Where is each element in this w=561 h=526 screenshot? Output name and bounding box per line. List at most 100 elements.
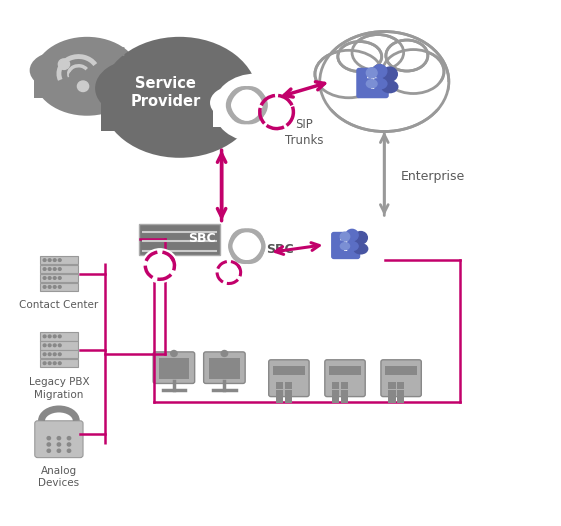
Circle shape bbox=[48, 268, 51, 270]
Ellipse shape bbox=[254, 86, 294, 116]
Ellipse shape bbox=[181, 47, 232, 85]
Ellipse shape bbox=[213, 74, 297, 142]
Ellipse shape bbox=[177, 58, 252, 112]
Ellipse shape bbox=[339, 242, 350, 250]
Ellipse shape bbox=[234, 76, 268, 100]
Circle shape bbox=[53, 259, 56, 261]
FancyBboxPatch shape bbox=[329, 366, 361, 375]
Circle shape bbox=[354, 231, 367, 244]
Bar bbox=[208, 247, 286, 265]
Bar bbox=[320, 82, 449, 109]
Circle shape bbox=[53, 335, 56, 338]
Circle shape bbox=[43, 286, 46, 288]
Ellipse shape bbox=[352, 35, 404, 70]
Text: SBC: SBC bbox=[188, 232, 215, 245]
FancyBboxPatch shape bbox=[341, 382, 348, 389]
Ellipse shape bbox=[88, 44, 123, 68]
Circle shape bbox=[58, 335, 61, 338]
Circle shape bbox=[43, 353, 46, 356]
Circle shape bbox=[58, 286, 61, 288]
Ellipse shape bbox=[123, 49, 176, 85]
Ellipse shape bbox=[34, 37, 140, 116]
Circle shape bbox=[47, 443, 50, 446]
Text: PSTN: PSTN bbox=[94, 46, 127, 59]
Ellipse shape bbox=[315, 50, 383, 98]
Circle shape bbox=[48, 286, 51, 288]
Circle shape bbox=[48, 362, 51, 365]
Circle shape bbox=[58, 59, 70, 69]
Circle shape bbox=[43, 259, 46, 261]
Ellipse shape bbox=[383, 49, 444, 94]
FancyBboxPatch shape bbox=[40, 359, 78, 367]
Text: Contact Center: Contact Center bbox=[19, 300, 99, 310]
Circle shape bbox=[382, 67, 397, 81]
Ellipse shape bbox=[366, 79, 378, 88]
Text: Analog
Devices: Analog Devices bbox=[38, 466, 80, 488]
Bar bbox=[101, 97, 258, 130]
Circle shape bbox=[373, 65, 387, 78]
FancyBboxPatch shape bbox=[285, 397, 292, 403]
Ellipse shape bbox=[205, 227, 246, 257]
FancyBboxPatch shape bbox=[385, 366, 417, 375]
Text: SBC: SBC bbox=[266, 243, 294, 256]
Bar bbox=[34, 76, 140, 98]
Ellipse shape bbox=[246, 227, 283, 255]
Ellipse shape bbox=[256, 79, 284, 100]
Ellipse shape bbox=[208, 216, 286, 279]
Ellipse shape bbox=[95, 59, 178, 117]
Circle shape bbox=[346, 229, 358, 241]
FancyBboxPatch shape bbox=[285, 390, 292, 396]
Circle shape bbox=[43, 335, 46, 338]
Circle shape bbox=[47, 449, 50, 452]
FancyBboxPatch shape bbox=[388, 382, 396, 389]
FancyBboxPatch shape bbox=[40, 283, 78, 291]
Ellipse shape bbox=[353, 243, 369, 255]
Circle shape bbox=[47, 437, 50, 440]
Bar bbox=[213, 108, 297, 127]
Ellipse shape bbox=[225, 80, 254, 101]
Circle shape bbox=[340, 232, 350, 241]
Circle shape bbox=[43, 277, 46, 279]
Ellipse shape bbox=[386, 40, 428, 71]
Circle shape bbox=[67, 437, 71, 440]
Ellipse shape bbox=[30, 52, 86, 89]
Ellipse shape bbox=[372, 78, 388, 89]
Ellipse shape bbox=[227, 218, 259, 240]
Circle shape bbox=[48, 277, 51, 279]
Circle shape bbox=[53, 277, 56, 279]
Circle shape bbox=[366, 68, 377, 78]
Circle shape bbox=[70, 72, 76, 78]
Circle shape bbox=[77, 81, 89, 92]
FancyBboxPatch shape bbox=[40, 332, 78, 341]
FancyBboxPatch shape bbox=[159, 358, 189, 379]
Circle shape bbox=[48, 353, 51, 356]
FancyBboxPatch shape bbox=[397, 397, 404, 403]
Circle shape bbox=[220, 350, 228, 357]
Circle shape bbox=[57, 437, 61, 440]
Circle shape bbox=[53, 286, 56, 288]
FancyBboxPatch shape bbox=[40, 256, 78, 265]
Circle shape bbox=[53, 344, 56, 347]
Text: SIP
Trunks: SIP Trunks bbox=[286, 118, 324, 147]
FancyBboxPatch shape bbox=[40, 274, 78, 282]
Circle shape bbox=[57, 443, 61, 446]
Circle shape bbox=[58, 268, 61, 270]
Circle shape bbox=[43, 362, 46, 365]
Circle shape bbox=[67, 443, 71, 446]
FancyBboxPatch shape bbox=[204, 352, 245, 383]
Circle shape bbox=[57, 449, 61, 452]
Circle shape bbox=[58, 362, 61, 365]
Circle shape bbox=[58, 344, 61, 347]
Ellipse shape bbox=[86, 51, 136, 86]
FancyBboxPatch shape bbox=[381, 360, 421, 397]
FancyBboxPatch shape bbox=[388, 397, 396, 403]
Circle shape bbox=[58, 277, 61, 279]
FancyBboxPatch shape bbox=[332, 382, 339, 389]
FancyBboxPatch shape bbox=[397, 390, 404, 396]
FancyBboxPatch shape bbox=[341, 397, 348, 403]
FancyBboxPatch shape bbox=[40, 341, 78, 349]
Circle shape bbox=[214, 259, 243, 286]
FancyBboxPatch shape bbox=[35, 421, 83, 458]
FancyBboxPatch shape bbox=[356, 68, 389, 98]
Text: T: T bbox=[366, 75, 378, 93]
